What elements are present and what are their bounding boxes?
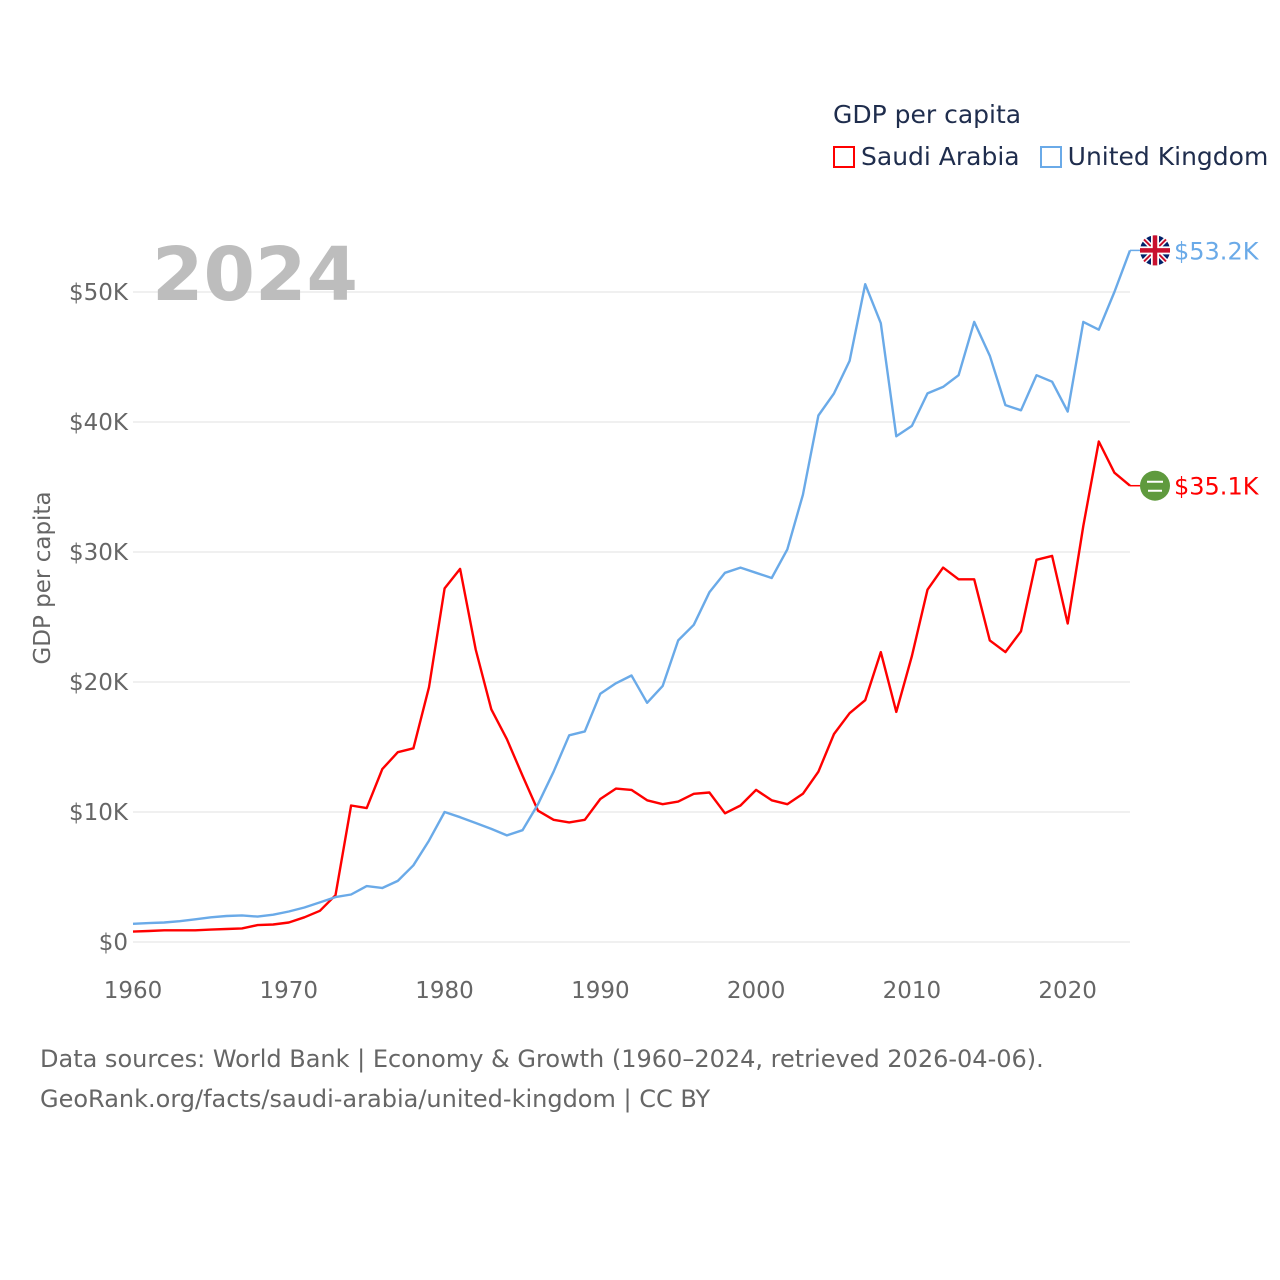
- y-tick-label: $20K: [69, 670, 129, 696]
- y-tick-label: $50K: [69, 280, 129, 306]
- y-tick-label: $30K: [69, 540, 129, 566]
- series-line-united-kingdom: [132, 249, 1132, 925]
- flag-bg: [1140, 470, 1170, 501]
- end-value-label: $53.2K: [1174, 237, 1260, 265]
- x-tick-label: 1960: [104, 978, 163, 1004]
- united-kingdom-flag-icon: [1140, 235, 1170, 266]
- flag-cross-red: [1140, 235, 1170, 266]
- flag-emblem: [1147, 480, 1163, 492]
- x-tick-label: 2000: [727, 978, 786, 1004]
- y-tick-label: $40K: [69, 410, 129, 436]
- y-tick-label: $0: [99, 930, 128, 956]
- x-tick-label: 1970: [260, 978, 319, 1004]
- footer-link[interactable]: GeoRank.org/facts/saudi-arabia/united-ki…: [40, 1085, 711, 1113]
- y-axis-label: GDP per capita: [30, 491, 56, 664]
- footer-sources: Data sources: World Bank | Economy & Gro…: [40, 1045, 1044, 1073]
- y-tick-label: $10K: [69, 800, 129, 826]
- legend-item-saudi-arabia[interactable]: Saudi Arabia: [833, 142, 1020, 171]
- x-tick-label: 2010: [883, 978, 942, 1004]
- end-value-label: $35.1K: [1174, 473, 1260, 501]
- legend-swatch-united-kingdom: [1039, 145, 1062, 168]
- legend-title: GDP per capita: [833, 100, 1022, 129]
- legend-label: Saudi Arabia: [861, 142, 1020, 171]
- x-tick-label: 1990: [571, 978, 630, 1004]
- series-line-saudi-arabia: [132, 440, 1131, 933]
- legend-label: United Kingdom: [1067, 142, 1269, 171]
- saudi-arabia-flag-icon: [1140, 470, 1170, 501]
- legend: Saudi Arabia United Kingdom: [833, 142, 1268, 171]
- x-tick-label: 2020: [1038, 978, 1097, 1004]
- legend-swatch-saudi-arabia: [833, 145, 855, 168]
- year-label: 2024: [152, 232, 358, 318]
- legend-item-united-kingdom[interactable]: United Kingdom: [1039, 142, 1269, 171]
- x-tick-label: 1980: [415, 978, 474, 1004]
